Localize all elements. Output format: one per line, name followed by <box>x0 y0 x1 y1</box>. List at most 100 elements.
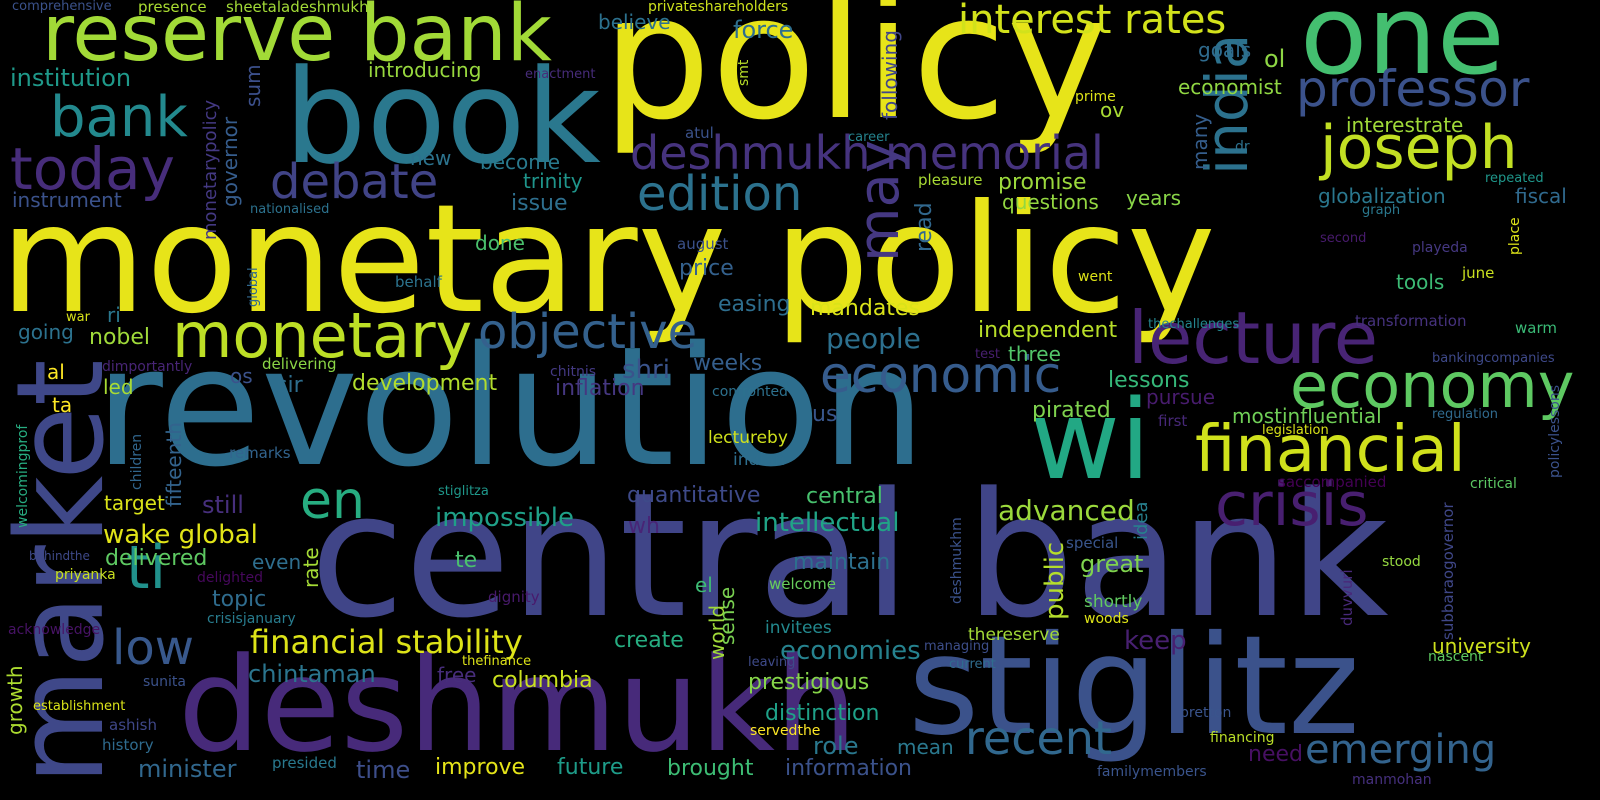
word-dignity: dignity <box>488 588 540 606</box>
word-maintain: maintain <box>793 550 891 575</box>
word-went: went <box>1078 269 1113 285</box>
word-wh: wh <box>628 514 660 539</box>
word-goals: goals <box>1198 38 1252 62</box>
word-welcomingprof: welcomingprof <box>15 424 31 528</box>
word-repeated: repeated <box>1485 171 1544 186</box>
word-great: great <box>1080 550 1144 578</box>
word-economies: economies <box>780 636 921 666</box>
word-acknowledge: acknowledge <box>8 622 101 638</box>
word-establishment: establishment <box>33 699 126 714</box>
word-first: first <box>1158 412 1188 430</box>
word-quantitative: quantitative <box>627 483 761 508</box>
word-deshmukh: deshmukh <box>178 629 858 781</box>
word-distinction: distinction <box>765 701 880 726</box>
word-behalf: behalf <box>395 273 442 291</box>
word-familymembers: familymembers <box>1097 764 1207 780</box>
word-become: become <box>480 150 561 174</box>
word-pleasure: pleasure <box>918 171 983 189</box>
word-duvvuri: duvvuri <box>1338 569 1356 626</box>
word-el: el <box>695 573 713 597</box>
word-people: people <box>826 322 921 355</box>
word-minister: minister <box>138 755 237 783</box>
word-manmohan: manmohan <box>1352 772 1432 788</box>
word-wake-global: wake global <box>103 520 258 550</box>
word-mostinfluential: mostinfluential <box>1232 404 1382 428</box>
word-revolution: revolution <box>95 311 926 503</box>
word-edition: edition <box>637 166 803 222</box>
word-globalization: globalization <box>1318 184 1446 208</box>
word-remarks: remarks <box>229 444 291 462</box>
word-ol: ol <box>1264 45 1286 73</box>
word-led: led <box>103 375 134 399</box>
word-al: al <box>47 360 65 384</box>
word-financing: financing <box>1210 730 1275 746</box>
word-impossible: impossible <box>435 503 575 533</box>
word-critical: critical <box>1470 476 1517 492</box>
word-questions: questions <box>1002 190 1099 214</box>
word-target: target <box>104 491 165 515</box>
word-growth: growth <box>3 665 27 735</box>
word-war: war <box>66 310 90 325</box>
word-role: role <box>813 732 859 760</box>
word-ta: ta <box>52 393 73 417</box>
word-chitnis: chitnis <box>550 364 597 380</box>
word-weeks: weeks <box>693 351 763 376</box>
word-legislation: legislation <box>1262 423 1329 438</box>
word-introducing: introducing <box>368 58 482 82</box>
word-servedthe: servedthe <box>750 723 821 739</box>
word-years: years <box>1126 186 1182 210</box>
word-current: current <box>949 657 996 672</box>
word-mandates: mandates <box>810 296 920 321</box>
word-place: place <box>1507 217 1523 255</box>
word-monetary-policy: monetary policy <box>0 173 1216 347</box>
word-going: going <box>18 320 74 344</box>
word-policylessons: policylessons <box>1547 384 1563 478</box>
word-sunita: sunita <box>143 674 186 690</box>
word-special: special <box>1066 534 1119 552</box>
word-intellectual: intellectual <box>755 508 900 538</box>
word-bretton: bretton <box>1180 705 1232 721</box>
word-future: future <box>557 755 624 780</box>
word-many: many <box>1188 113 1212 170</box>
word-managing: managing <box>924 639 990 654</box>
word-fifteenth: fifteenth <box>162 422 186 507</box>
word-lecture: lecture <box>1128 296 1379 380</box>
word-dimportantly: dimportantly <box>102 359 193 375</box>
word-sense: sense <box>715 586 739 645</box>
word-independent: independent <box>978 318 1118 343</box>
word-fiscal: fiscal <box>1515 184 1567 208</box>
word-joseph: joseph <box>1320 113 1518 183</box>
word-lectureby: lectureby <box>708 428 788 448</box>
word-enactment: enactment <box>525 67 596 82</box>
word-nascent: nascent <box>1428 649 1484 665</box>
word-lessons: lessons <box>1108 368 1190 393</box>
word-trinity: trinity <box>523 169 583 193</box>
word-promise: promise <box>998 170 1087 195</box>
word-recent: recent <box>965 711 1112 765</box>
word-wi: wi <box>1030 376 1151 504</box>
word-create: create <box>614 628 684 653</box>
word-deshmukh-memorial: deshmukh memorial <box>630 126 1104 180</box>
word-read: read <box>912 202 937 252</box>
word-crisis: crisis <box>1215 470 1369 540</box>
word-monetary: monetary <box>172 299 473 372</box>
word-transformation: transformation <box>1355 312 1467 330</box>
word-done: done <box>475 231 525 255</box>
word-delivering: delivering <box>262 355 337 373</box>
word-children: children <box>129 433 145 490</box>
word-pirated: pirated <box>1032 398 1111 423</box>
word-economist: economist <box>1178 75 1282 99</box>
word-issue: issue <box>511 191 568 216</box>
word-confronted: confronted <box>712 384 788 400</box>
word-warm: warm <box>1515 319 1557 337</box>
word-woods: woods <box>1084 611 1129 627</box>
word-delighted: delighted <box>197 570 264 586</box>
word-te: te <box>455 548 478 573</box>
word-ashish: ashish <box>109 716 158 734</box>
word-prestigious: prestigious <box>748 670 870 695</box>
word-global: global <box>246 267 261 307</box>
word-shri: shri <box>622 355 670 385</box>
word-believe: believe <box>598 10 671 34</box>
word-book: book <box>284 41 601 193</box>
